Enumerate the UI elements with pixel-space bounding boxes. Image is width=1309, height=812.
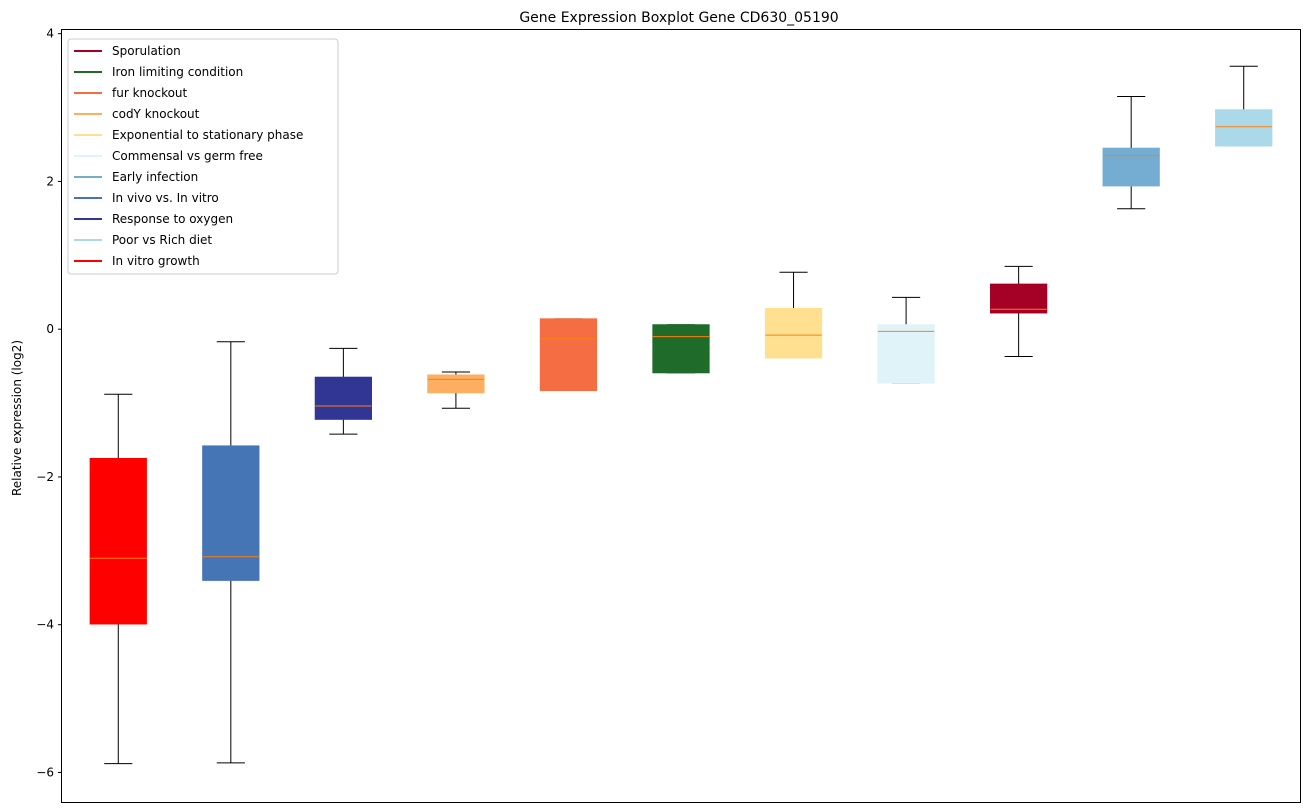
- legend-label: Response to oxygen: [112, 212, 233, 226]
- y-tick-label: −4: [36, 618, 54, 632]
- legend-label: In vivo vs. In vitro: [112, 191, 219, 205]
- y-axis-label: Relative expression (log2): [10, 340, 24, 496]
- box-body: [990, 283, 1048, 314]
- legend-label: Commensal vs germ free: [112, 149, 263, 163]
- chart-title: Gene Expression Boxplot Gene CD630_05190: [519, 10, 838, 26]
- box-body: [877, 324, 935, 384]
- legend-item: Response to oxygen: [74, 212, 233, 226]
- legend-label: Exponential to stationary phase: [112, 128, 303, 142]
- legend-label: Sporulation: [112, 44, 181, 58]
- legend-label: In vitro growth: [112, 254, 200, 268]
- boxes: [89, 65, 1273, 765]
- box-fur-knockout: [539, 318, 598, 392]
- legend-item: Poor vs Rich diet: [74, 233, 212, 247]
- y-tick-label: 2: [46, 174, 54, 188]
- legend: Sporulation Iron limiting condition fur kn…: [67, 38, 339, 275]
- box-body: [1102, 147, 1160, 187]
- legend-item: Sporulation: [74, 44, 181, 58]
- legend-item: Exponential to stationary phase: [74, 128, 303, 142]
- plot-frame: [61, 29, 1301, 803]
- legend-label: fur knockout: [112, 86, 188, 100]
- legend-label: Iron limiting condition: [112, 65, 243, 79]
- legend-item: Iron limiting condition: [74, 65, 243, 79]
- box-body: [427, 374, 485, 394]
- box-poor-vs-rich-diet: [1215, 65, 1273, 147]
- y-tick-label: −2: [36, 470, 54, 484]
- box-body: [314, 376, 372, 420]
- legend-item: Early infection: [74, 170, 198, 184]
- legend-item: In vivo vs. In vitro: [74, 191, 219, 205]
- box-cody-knockout: [427, 371, 485, 409]
- box-body: [652, 324, 710, 374]
- box-in-vitro-growth: [89, 393, 147, 765]
- box-body: [764, 308, 823, 359]
- box-iron-limiting-condition: [652, 324, 710, 374]
- legend-item: codY knockout: [74, 107, 200, 121]
- box-response-to-oxygen: [314, 347, 372, 435]
- box-early-infection: [1102, 95, 1160, 210]
- legend-label: Early infection: [112, 170, 198, 184]
- box-in-vivo-vs-in-vitro: [202, 341, 260, 764]
- box-body: [89, 457, 147, 625]
- box-body: [539, 318, 598, 392]
- box-sporulation: [990, 265, 1048, 358]
- legend-item: Commensal vs germ free: [74, 149, 263, 163]
- y-tick-label: 0: [46, 322, 54, 336]
- box-body: [202, 445, 260, 581]
- y-tick-label: −6: [36, 765, 54, 779]
- legend-item: fur knockout: [74, 86, 188, 100]
- legend-label: Poor vs Rich diet: [112, 233, 212, 247]
- y-axis: −6 −4 −2 0 2 4: [36, 27, 62, 779]
- box-body: [1215, 109, 1273, 147]
- box-commensal-vs-germ-free: [877, 296, 935, 384]
- y-tick-label: 4: [46, 27, 54, 41]
- legend-frame: [67, 38, 339, 275]
- box-exponential-to-stationary-phase: [764, 271, 823, 359]
- legend-label: codY knockout: [112, 107, 200, 121]
- legend-item: In vitro growth: [74, 254, 200, 268]
